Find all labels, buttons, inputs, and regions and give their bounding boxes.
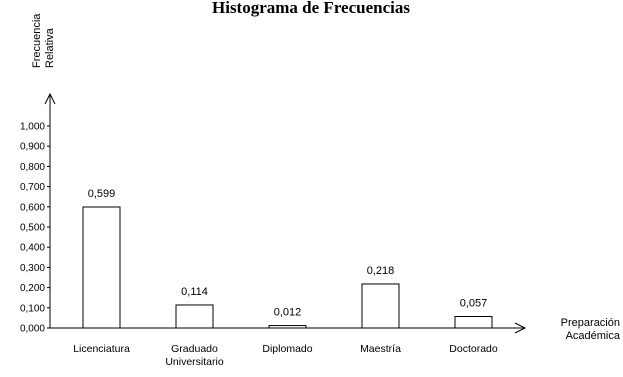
bar [82, 206, 121, 329]
x-category-label: Maestría [360, 343, 401, 355]
y-axis-arrow [44, 92, 56, 105]
bar-data-label: 0,012 [274, 307, 302, 319]
y-tick-label: 0,200 [20, 283, 45, 294]
bar [361, 283, 400, 329]
y-axis-title: Relativa [44, 27, 56, 68]
x-category-label: Doctorado [449, 343, 498, 355]
bar [268, 325, 307, 329]
y-tick-label: 1,000 [20, 122, 45, 133]
y-tick-label: 0,700 [20, 182, 45, 193]
x-axis-arrow [514, 322, 527, 334]
y-tick-label: 0,100 [20, 303, 45, 314]
bar-data-label: 0,114 [181, 286, 208, 298]
x-axis-title: Preparación [561, 317, 620, 329]
y-tick-label: 0,500 [20, 223, 45, 234]
bar [175, 304, 214, 329]
y-tick-label: 0,800 [20, 162, 45, 173]
y-tick-label: 0,900 [20, 142, 45, 153]
bar-data-label: 0,218 [367, 265, 395, 277]
y-tick-label: 0,300 [20, 263, 45, 274]
x-category-label: Universitario [165, 356, 224, 368]
y-tick-label: 0,400 [20, 243, 45, 254]
x-category-label: Licenciatura [73, 343, 130, 355]
y-axis-title: Frecuencia [31, 13, 43, 68]
x-category-label: Graduado [171, 343, 218, 355]
bar-data-label: 0,599 [88, 188, 116, 200]
x-axis-title: Académica [566, 330, 621, 342]
y-tick-label: 0,600 [20, 202, 45, 213]
bar-data-label: 0,057 [460, 297, 488, 309]
chart-title: Histograma de Frecuencias [212, 0, 410, 17]
y-tick-label: 0,000 [20, 324, 45, 335]
bar [454, 315, 493, 329]
x-category-label: Diplomado [262, 343, 312, 355]
